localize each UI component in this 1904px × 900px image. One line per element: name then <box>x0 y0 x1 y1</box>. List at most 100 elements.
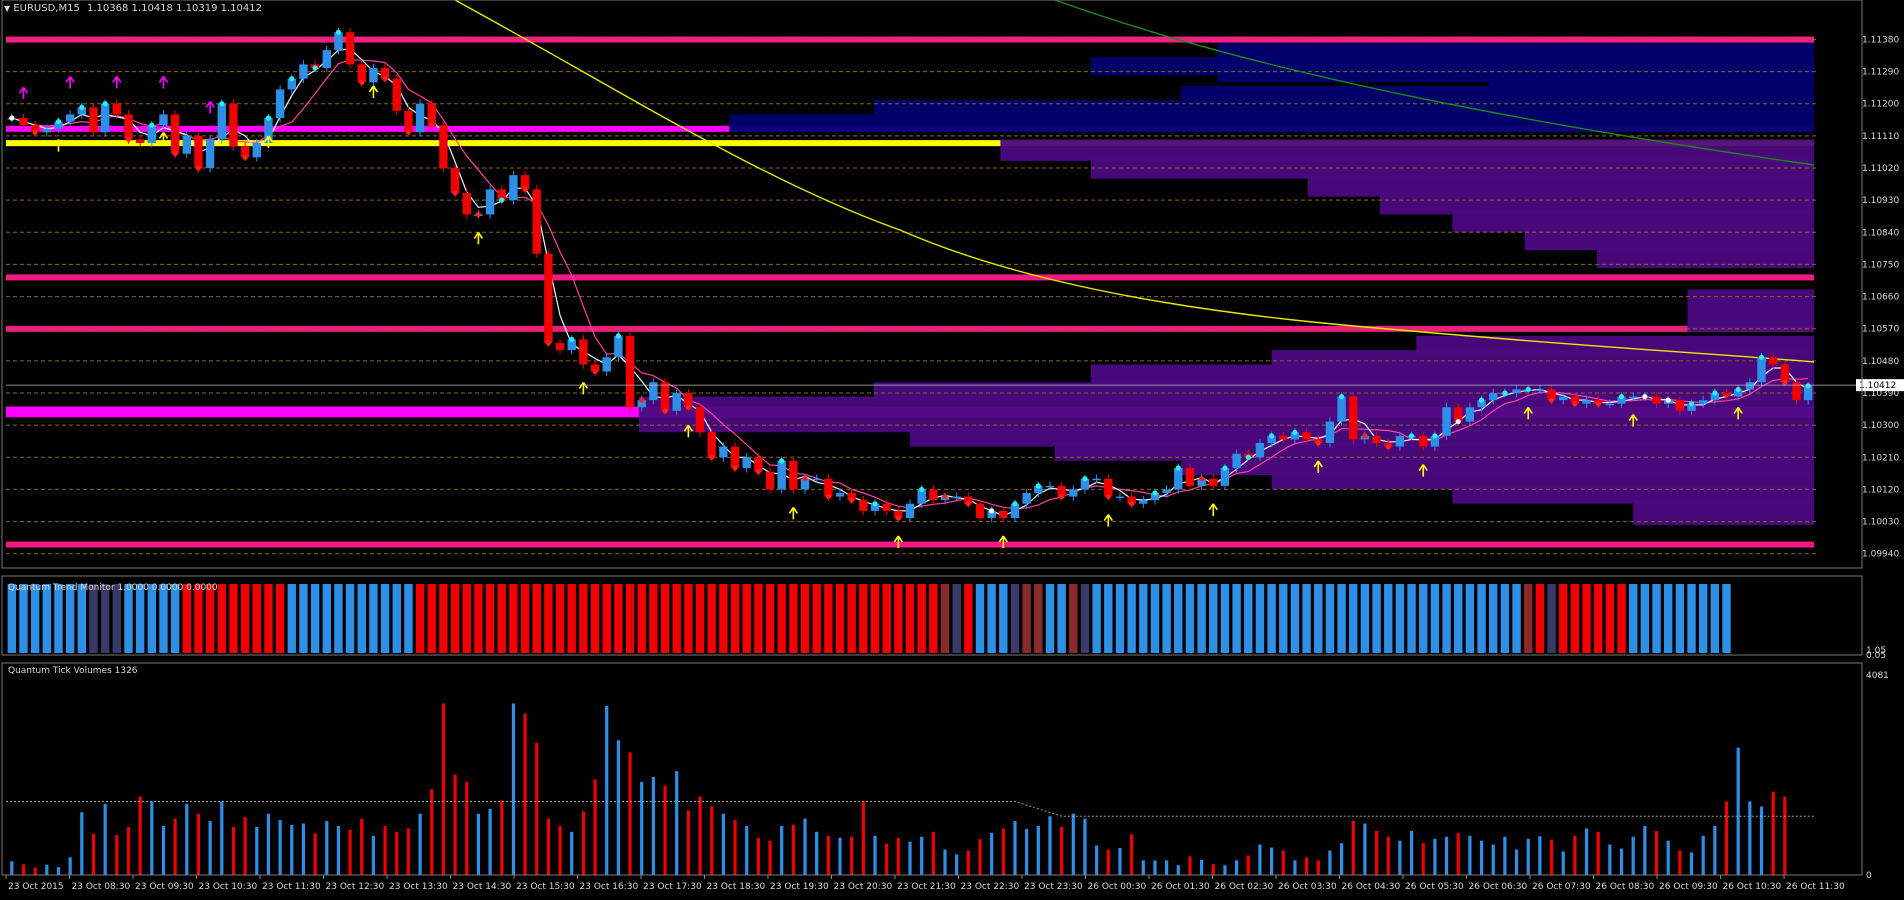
candle-body <box>800 478 810 490</box>
x-tick-label: 23 Oct 14:30 <box>453 882 512 892</box>
candle-body <box>497 189 506 201</box>
candle-body <box>1092 478 1101 481</box>
buy-arrow <box>368 85 379 98</box>
volume-bar <box>1001 828 1005 875</box>
candle-body <box>544 253 553 343</box>
profile-bar-13 <box>1687 289 1814 333</box>
trend-bar <box>1045 584 1055 653</box>
volume-bar <box>33 867 37 875</box>
volume-bar <box>1409 830 1414 875</box>
signal-dot <box>1502 390 1508 396</box>
zone-band-3 <box>6 274 1814 281</box>
trend-bar <box>1022 584 1031 653</box>
signal-dot <box>1758 354 1765 360</box>
candle-body <box>462 193 471 215</box>
volume-bar <box>570 831 574 875</box>
volume-bar <box>1304 857 1309 875</box>
trend-bar <box>252 584 261 653</box>
candle-body <box>754 457 763 472</box>
volume-bar <box>850 836 854 875</box>
trend-bar <box>707 584 716 653</box>
volume-bar <box>185 803 189 875</box>
candle-body <box>54 121 63 129</box>
signal-dot <box>1105 493 1111 500</box>
candle-body <box>287 78 296 90</box>
volume-bar <box>780 825 784 875</box>
volume-bar <box>1713 825 1717 875</box>
trend-bar <box>1220 584 1230 653</box>
signal-dot <box>942 493 948 500</box>
y-tick-label: 1.10660 <box>1862 293 1899 303</box>
trend-bar <box>637 584 646 653</box>
candle-body <box>252 143 261 158</box>
volume-bar <box>325 821 329 875</box>
volume-bar <box>1351 821 1355 875</box>
trend-bar <box>42 584 52 653</box>
volume-bar <box>1246 855 1250 875</box>
candle-body <box>777 460 786 490</box>
candle-body <box>847 493 856 501</box>
signal-dot <box>1805 383 1811 389</box>
signal-dot <box>172 151 178 157</box>
x-tick-label: 26 Oct 00:30 <box>1088 882 1147 892</box>
buy-arrow <box>1418 464 1428 477</box>
trend-bar <box>929 584 938 653</box>
signal-dot <box>1129 501 1135 507</box>
candle-body <box>1302 432 1311 440</box>
candle-body <box>1605 403 1615 406</box>
tick-volume-label: Quantum Tick Volumes 1326 <box>8 666 138 676</box>
signal-dot <box>1572 401 1578 407</box>
volume-bar <box>441 703 446 875</box>
x-tick-label: 26 Oct 08:30 <box>1596 882 1655 892</box>
trend-monitor-bars <box>7 584 1731 653</box>
current-price-box <box>1856 379 1904 392</box>
candle-body <box>555 343 565 351</box>
volume-bar <box>675 771 679 875</box>
volume-bar <box>931 831 935 875</box>
buy-arrow <box>1313 460 1323 473</box>
volume-bar <box>278 820 282 875</box>
trend-bar <box>1722 584 1731 653</box>
triangle-down-icon[interactable]: ▼ <box>4 4 11 13</box>
trend-bar <box>1640 584 1650 653</box>
candle-body <box>1698 400 1708 404</box>
candle-body <box>89 107 98 133</box>
trend-bar <box>77 584 87 653</box>
x-tick-label: 23 Oct 17:30 <box>643 882 702 892</box>
signal-dot <box>825 493 831 500</box>
profile-bar-7 <box>1090 157 1814 179</box>
candle-body <box>1768 357 1778 365</box>
trend-bar <box>1663 584 1673 653</box>
volume-bar <box>1573 835 1577 875</box>
price-axis: 1.11380 1.11290 1.11200 1.11110 1.11020 1.109… <box>6 35 1904 560</box>
trend-bar <box>882 584 891 653</box>
x-tick-label: 23 Oct 2015 <box>8 882 64 892</box>
trend-bar <box>625 584 635 653</box>
candle-body <box>1162 489 1171 493</box>
magenta-arrow <box>18 86 29 100</box>
trend-bar <box>275 584 285 653</box>
profile-bar-6 <box>1000 139 1814 161</box>
volume-bar <box>1363 823 1367 875</box>
trend-bar <box>952 584 961 653</box>
x-tick-label: 23 Oct 16:30 <box>580 882 639 892</box>
trend-bar <box>217 584 226 653</box>
trend-bar <box>7 584 17 653</box>
candle-body <box>427 103 436 126</box>
x-tick-label: 23 Oct 22:30 <box>961 882 1020 892</box>
trend-bar <box>1325 584 1335 653</box>
signal-dot <box>1222 465 1228 471</box>
volume-bar <box>126 826 131 875</box>
candle-body <box>229 103 238 147</box>
candle-body <box>987 510 996 518</box>
volume-bar <box>138 796 142 875</box>
x-tick-label: 23 Oct 15:30 <box>516 882 575 892</box>
trend-bar <box>205 584 215 653</box>
candle-body <box>929 489 938 501</box>
signal-dot <box>1059 493 1065 500</box>
volume-bar <box>1654 830 1659 875</box>
volume-bar <box>1153 860 1157 875</box>
trend-scale-top: 1.05 <box>1866 646 1887 656</box>
trend-bar <box>1582 584 1591 653</box>
